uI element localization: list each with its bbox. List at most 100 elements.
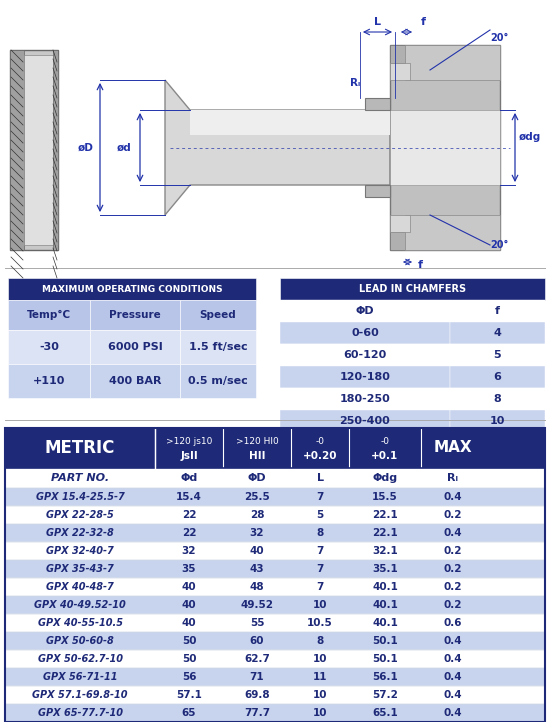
Text: 0-60: 0-60	[351, 328, 379, 338]
Text: 0.2: 0.2	[444, 600, 462, 610]
Bar	[390, 45, 500, 63]
Bar	[450, 410, 545, 432]
Text: 10: 10	[313, 708, 327, 718]
Text: +110: +110	[33, 376, 65, 386]
Text: >120 HI0: >120 HI0	[235, 437, 278, 445]
Text: 32: 32	[250, 528, 264, 538]
Text: LEAD IN CHAMFERS: LEAD IN CHAMFERS	[359, 284, 466, 294]
Text: 65.1: 65.1	[372, 708, 398, 718]
Text: METRIC: METRIC	[45, 439, 115, 457]
Text: 62.7: 62.7	[244, 654, 270, 664]
Text: 10: 10	[313, 600, 327, 610]
Text: L: L	[374, 17, 381, 27]
Bar	[5, 686, 545, 704]
Text: 48: 48	[250, 582, 265, 592]
Text: 7: 7	[316, 492, 324, 502]
Text: 15.5: 15.5	[372, 492, 398, 502]
Polygon shape	[190, 110, 390, 135]
Bar	[8, 278, 256, 300]
Text: 57.2: 57.2	[372, 690, 398, 700]
Text: 28: 28	[250, 510, 264, 520]
Bar	[280, 388, 450, 410]
Bar	[8, 364, 90, 398]
Bar	[8, 330, 90, 364]
Bar	[280, 366, 450, 388]
Text: 5: 5	[494, 350, 501, 360]
Bar	[5, 542, 545, 560]
Text: 0.2: 0.2	[444, 564, 462, 574]
Text: 10.5: 10.5	[307, 618, 333, 628]
Bar	[5, 632, 545, 650]
Bar	[5, 488, 545, 506]
Text: 77.7: 77.7	[244, 708, 270, 718]
Text: 6: 6	[493, 372, 502, 382]
Text: f: f	[421, 17, 426, 27]
Text: 0.2: 0.2	[444, 510, 462, 520]
Text: MAX: MAX	[434, 440, 472, 456]
Text: 22: 22	[182, 528, 196, 538]
Bar	[280, 344, 450, 366]
Text: 8: 8	[316, 636, 323, 646]
Bar	[5, 650, 545, 668]
Text: GPX 15.4-25.5-7: GPX 15.4-25.5-7	[36, 492, 124, 502]
Text: GPX 35-43-7: GPX 35-43-7	[46, 564, 114, 574]
Text: Temp°C: Temp°C	[27, 310, 71, 320]
Bar	[5, 614, 545, 632]
Bar	[390, 215, 410, 232]
Bar	[180, 330, 256, 364]
Text: JsII: JsII	[180, 451, 198, 461]
Text: 8: 8	[316, 528, 323, 538]
Text: Speed: Speed	[200, 310, 236, 320]
Text: ødg: ødg	[519, 133, 541, 142]
Text: 22.1: 22.1	[372, 510, 398, 520]
Text: 0.5 m/sec: 0.5 m/sec	[188, 376, 248, 386]
Bar	[450, 300, 545, 322]
Text: 57.1: 57.1	[176, 690, 202, 700]
Bar	[450, 388, 545, 410]
Text: ΦD: ΦD	[356, 306, 375, 316]
Text: f: f	[417, 260, 422, 270]
Text: 20°: 20°	[490, 33, 508, 43]
Text: GPX 40-55-10.5: GPX 40-55-10.5	[37, 618, 123, 628]
Text: 55: 55	[250, 618, 264, 628]
Bar	[405, 45, 500, 80]
Text: 40: 40	[182, 582, 196, 592]
Text: Φdg: Φdg	[372, 473, 398, 483]
Text: 69.8: 69.8	[244, 690, 270, 700]
Bar	[280, 322, 450, 344]
Text: GPX 65-77.7-10: GPX 65-77.7-10	[37, 708, 123, 718]
Text: GPX 50-60-8: GPX 50-60-8	[46, 636, 114, 646]
Text: 50: 50	[182, 636, 196, 646]
Text: 43: 43	[250, 564, 265, 574]
Bar	[5, 596, 545, 614]
Text: 5: 5	[316, 510, 323, 520]
Bar	[405, 215, 500, 250]
Bar	[180, 300, 256, 330]
Bar	[5, 506, 545, 524]
Text: Rₗ: Rₗ	[448, 473, 459, 483]
Text: 35.1: 35.1	[372, 564, 398, 574]
Text: Φd: Φd	[180, 473, 197, 483]
Text: 1.5 ft/sec: 1.5 ft/sec	[189, 342, 248, 352]
Text: GPX 22-28-5: GPX 22-28-5	[46, 510, 114, 520]
Text: HII: HII	[249, 451, 265, 461]
Text: 40.1: 40.1	[372, 618, 398, 628]
Text: PART NO.: PART NO.	[51, 473, 109, 483]
Bar	[390, 232, 500, 250]
Text: 10: 10	[313, 654, 327, 664]
Bar	[90, 330, 180, 364]
Text: GPX 57.1-69.8-10: GPX 57.1-69.8-10	[32, 690, 128, 700]
Bar	[5, 524, 545, 542]
Text: -30: -30	[39, 342, 59, 352]
Bar	[450, 322, 545, 344]
Text: 60-120: 60-120	[343, 350, 387, 360]
Bar	[280, 300, 450, 322]
Text: 49.52: 49.52	[240, 600, 273, 610]
Text: 0.4: 0.4	[444, 708, 463, 718]
Bar	[10, 50, 24, 250]
Text: 400 BAR: 400 BAR	[109, 376, 161, 386]
Text: 6000 PSI: 6000 PSI	[108, 342, 162, 352]
Text: 0.4: 0.4	[444, 690, 463, 700]
Bar	[390, 110, 500, 185]
Text: 35: 35	[182, 564, 196, 574]
